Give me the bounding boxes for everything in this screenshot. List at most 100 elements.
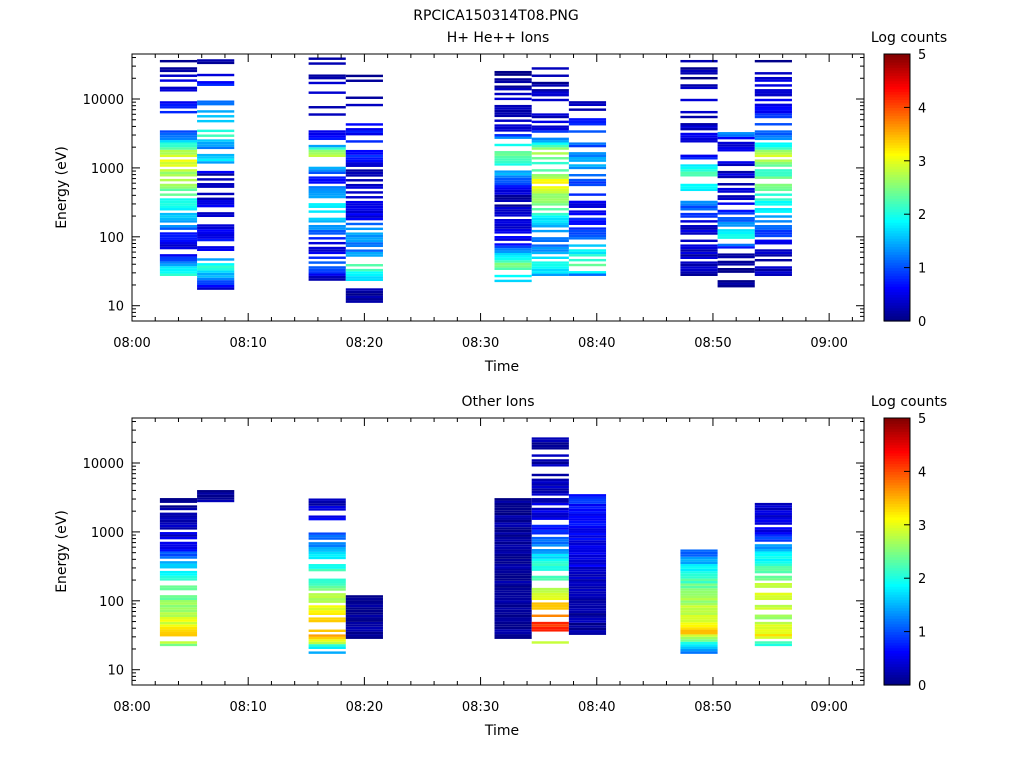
colorbar-segment (884, 484, 910, 489)
colorbar-segment (884, 312, 910, 317)
heatmap-cell (754, 103, 792, 107)
heatmap-cell (680, 585, 718, 589)
heatmap-cell (494, 78, 532, 81)
heatmap-cell (754, 636, 792, 639)
heatmap-cell (159, 515, 198, 518)
colorbar-segment (884, 660, 910, 665)
colorbar-segment (884, 668, 910, 673)
heatmap-cell (531, 140, 569, 143)
heatmap-cell (197, 265, 235, 268)
colorbar-segment (884, 626, 910, 630)
heatmap-cell (308, 542, 346, 545)
colorbar-segment (884, 540, 910, 545)
heatmap-cell (717, 212, 755, 215)
heatmap-cell (308, 74, 346, 77)
colorbar-segment (884, 72, 910, 76)
heatmap-cell (494, 97, 532, 101)
heatmap-cell (680, 576, 718, 579)
heatmap-cell (494, 592, 532, 596)
heatmap-cell (531, 195, 569, 199)
heatmap-cell (531, 512, 569, 516)
colorbar-segment (884, 599, 910, 603)
heatmap-cell (159, 522, 198, 525)
colorbar-segment (884, 187, 910, 191)
colorbar-segment (884, 538, 910, 542)
heatmap-cell (754, 72, 792, 75)
heatmap-cell (531, 595, 569, 598)
heatmap-cell (494, 539, 532, 542)
heatmap-cell (680, 186, 718, 189)
heatmap-cell (345, 132, 383, 136)
heatmap-cell (197, 200, 235, 203)
heatmap-cell (531, 137, 569, 141)
heatmap-cell (308, 556, 346, 560)
heatmap-cell (308, 498, 346, 501)
heatmap-cell (308, 598, 346, 601)
heatmap-cell (494, 250, 532, 253)
heatmap-cell (680, 641, 718, 645)
heatmap-cell (531, 553, 569, 557)
heatmap-cell (754, 271, 792, 274)
heatmap-cell (494, 73, 532, 76)
heatmap-cell (494, 512, 532, 516)
colorbar-segment (884, 166, 910, 170)
heatmap-cell (531, 607, 569, 610)
heatmap-cell (494, 580, 532, 584)
heatmap-cell (531, 483, 569, 486)
heatmap-cell (568, 142, 607, 145)
heatmap-cell (568, 564, 607, 567)
heatmap-cell (568, 530, 607, 533)
heatmap-cell (345, 152, 383, 155)
colorbar-segment (884, 572, 910, 577)
heatmap-cell (754, 171, 792, 175)
heatmap-cell (308, 57, 346, 60)
heatmap-cell (568, 249, 607, 252)
heatmap-cell (345, 157, 383, 160)
heatmap-cell (159, 624, 198, 627)
heatmap-cell (345, 624, 383, 627)
heatmap-cell (494, 568, 532, 571)
heatmap-cell (345, 222, 383, 226)
colorbar-segment (884, 272, 910, 277)
heatmap-cell (568, 627, 607, 631)
heatmap-cell (159, 130, 198, 133)
heatmap-cell (494, 534, 532, 537)
heatmap-cell (494, 187, 532, 190)
heatmap-cell (680, 564, 718, 567)
heatmap-cell (568, 271, 607, 274)
heatmap-cell (680, 200, 718, 204)
heatmap-cell (494, 544, 532, 547)
heatmap-cell (717, 219, 755, 222)
heatmap-cell (159, 59, 198, 63)
heatmap-cell (568, 598, 607, 601)
heatmap-cell (308, 178, 346, 182)
heatmap-cell (531, 237, 569, 240)
colorbar-segment (884, 436, 910, 440)
heatmap-cell (308, 544, 346, 548)
heatmap-cell (717, 224, 755, 227)
heatmap-cell (308, 275, 346, 279)
colorbar-segment (884, 570, 910, 574)
heatmap-cell (717, 202, 755, 205)
heatmap-cell (754, 259, 792, 262)
heatmap-cell (717, 221, 755, 225)
heatmap-cell (494, 124, 532, 127)
heatmap-cell (531, 549, 569, 552)
heatmap-cell (197, 192, 235, 196)
heatmap-cell (494, 92, 532, 96)
colorbar-segment (884, 519, 910, 523)
heatmap-cell (308, 505, 346, 509)
heatmap-cell (531, 91, 569, 94)
colorbar-segment (884, 163, 910, 167)
heatmap-cell (754, 532, 792, 535)
heatmap-cell (531, 536, 569, 540)
colorbar-segment (884, 511, 910, 515)
heatmap-cell (754, 79, 792, 82)
heatmap-cell (568, 234, 607, 238)
heatmap-cell (568, 615, 607, 618)
heatmap-cell (568, 164, 607, 167)
heatmap-cell (197, 61, 235, 65)
heatmap-cell (159, 612, 198, 615)
heatmap-cell (568, 159, 607, 162)
heatmap-cell (680, 166, 718, 170)
